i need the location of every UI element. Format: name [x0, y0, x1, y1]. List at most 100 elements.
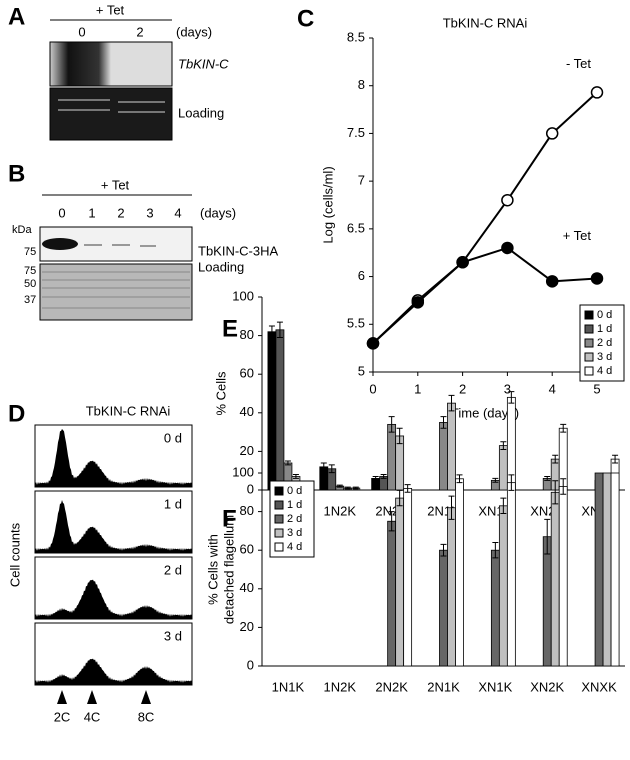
- x-tick-label: 4: [549, 381, 556, 396]
- legend-label: 0 d: [287, 485, 302, 497]
- marker-unit: kDa: [12, 224, 32, 236]
- line: [372, 246, 598, 345]
- x-tick-label: 2: [459, 381, 466, 396]
- x-tick-label: 5: [593, 381, 600, 396]
- y-tick-label: 5.5: [347, 316, 365, 331]
- x-tick-label: XNXK: [581, 679, 617, 694]
- bar: [387, 520, 397, 667]
- treatment: + Tet: [96, 2, 125, 17]
- panel-tag: 0 d: [164, 430, 182, 445]
- error-bar: [388, 416, 395, 433]
- bar: [439, 549, 448, 667]
- bar: [455, 478, 464, 667]
- legend-swatch: [584, 324, 594, 334]
- treatment: + Tet: [101, 177, 130, 192]
- x-tick-label: 1N1K: [272, 679, 305, 694]
- legend-swatch: [274, 514, 284, 524]
- peak-label: 2C: [54, 709, 71, 724]
- y-tick-label: 0: [247, 481, 254, 496]
- marker: [501, 241, 514, 255]
- legend-label: 4 d: [597, 365, 612, 377]
- error-bar: [500, 497, 507, 515]
- marker: 75: [24, 246, 36, 258]
- y-tick-label: 20: [240, 619, 254, 634]
- y-label: Log (cells/ml): [320, 166, 335, 243]
- bar: [267, 331, 277, 491]
- legend-swatch: [274, 528, 284, 538]
- y-tick-label: 6: [358, 268, 365, 283]
- marker: [456, 256, 469, 269]
- y-tick-label: 100: [232, 288, 254, 303]
- bar: [498, 445, 508, 491]
- y-tick-label: 80: [240, 503, 254, 518]
- x-tick-label: 0: [369, 381, 376, 396]
- y-tick-label: 6.5: [347, 220, 365, 235]
- bar: [447, 507, 456, 667]
- y-tick-label: 5: [358, 363, 365, 378]
- histogram: [35, 658, 192, 685]
- band-label: TbKIN-C-3HA: [198, 243, 279, 258]
- x-tick-label: 1N2K: [324, 503, 357, 518]
- lane-label: 4: [174, 205, 181, 220]
- error-bar: [292, 474, 299, 479]
- histogram-frame: [34, 622, 193, 686]
- error-bar: [380, 474, 387, 479]
- legend-label: 3 d: [287, 527, 302, 539]
- bar: [550, 491, 560, 667]
- y-tick-label: 7: [358, 173, 365, 188]
- blot: [49, 41, 173, 87]
- error-bar: [508, 474, 515, 491]
- x-tick-label: XN2K: [530, 679, 564, 694]
- legend-swatch: [584, 352, 594, 362]
- error-bar: [552, 454, 559, 464]
- legend-label: 1 d: [597, 323, 612, 335]
- marker: [501, 193, 514, 207]
- legend-swatch: [584, 338, 594, 348]
- panel-tag: 1 d: [164, 496, 182, 511]
- y-label: % Cells with: [205, 534, 220, 605]
- panel-tag: 3 d: [164, 628, 182, 643]
- bar: [506, 482, 516, 667]
- y-tick-label: 20: [240, 443, 254, 458]
- blot: [39, 263, 193, 321]
- x-tick-label: 1N2K: [324, 679, 357, 694]
- peak-label: 4C: [84, 709, 101, 724]
- marker: 50: [24, 278, 36, 290]
- error-bar: [336, 484, 343, 488]
- band: [42, 238, 78, 250]
- x-tick-label: 3: [504, 381, 511, 396]
- error-bar: [352, 486, 359, 490]
- x-tick-label: 1: [414, 381, 421, 396]
- x-label: Time (days): [451, 405, 519, 420]
- legend-label: 1 d: [287, 499, 302, 511]
- y-tick-label: 40: [240, 404, 254, 419]
- legend-label: 3 d: [597, 351, 612, 363]
- error-bar: [492, 541, 499, 559]
- y-tick-label: 7.5: [347, 125, 365, 140]
- y-tick-label: 60: [240, 542, 254, 557]
- error-bar: [284, 460, 291, 466]
- bar: [602, 472, 612, 667]
- marker: [545, 127, 559, 140]
- arrows: [57, 690, 151, 704]
- band-label: Loading: [198, 259, 244, 274]
- error-bar: [440, 543, 447, 557]
- legend-swatch: [274, 486, 284, 496]
- error-bar: [388, 511, 395, 532]
- bar: [558, 486, 568, 667]
- bar: [447, 402, 456, 491]
- y-tick-label: 60: [240, 366, 254, 381]
- error-bar: [440, 416, 447, 429]
- histogram-frame: [34, 556, 193, 620]
- bar: [490, 549, 500, 667]
- legend-label: 0 d: [597, 309, 612, 321]
- panel-label: F: [222, 505, 237, 532]
- legend-label: 4 d: [287, 541, 302, 553]
- error-bar: [508, 391, 515, 404]
- error-bar: [320, 462, 327, 472]
- series-label: - Tet: [566, 56, 591, 71]
- error-bar: [612, 454, 619, 464]
- error-bar: [552, 480, 559, 505]
- panel-tag: 2 d: [164, 562, 182, 577]
- error-bar: [344, 486, 351, 490]
